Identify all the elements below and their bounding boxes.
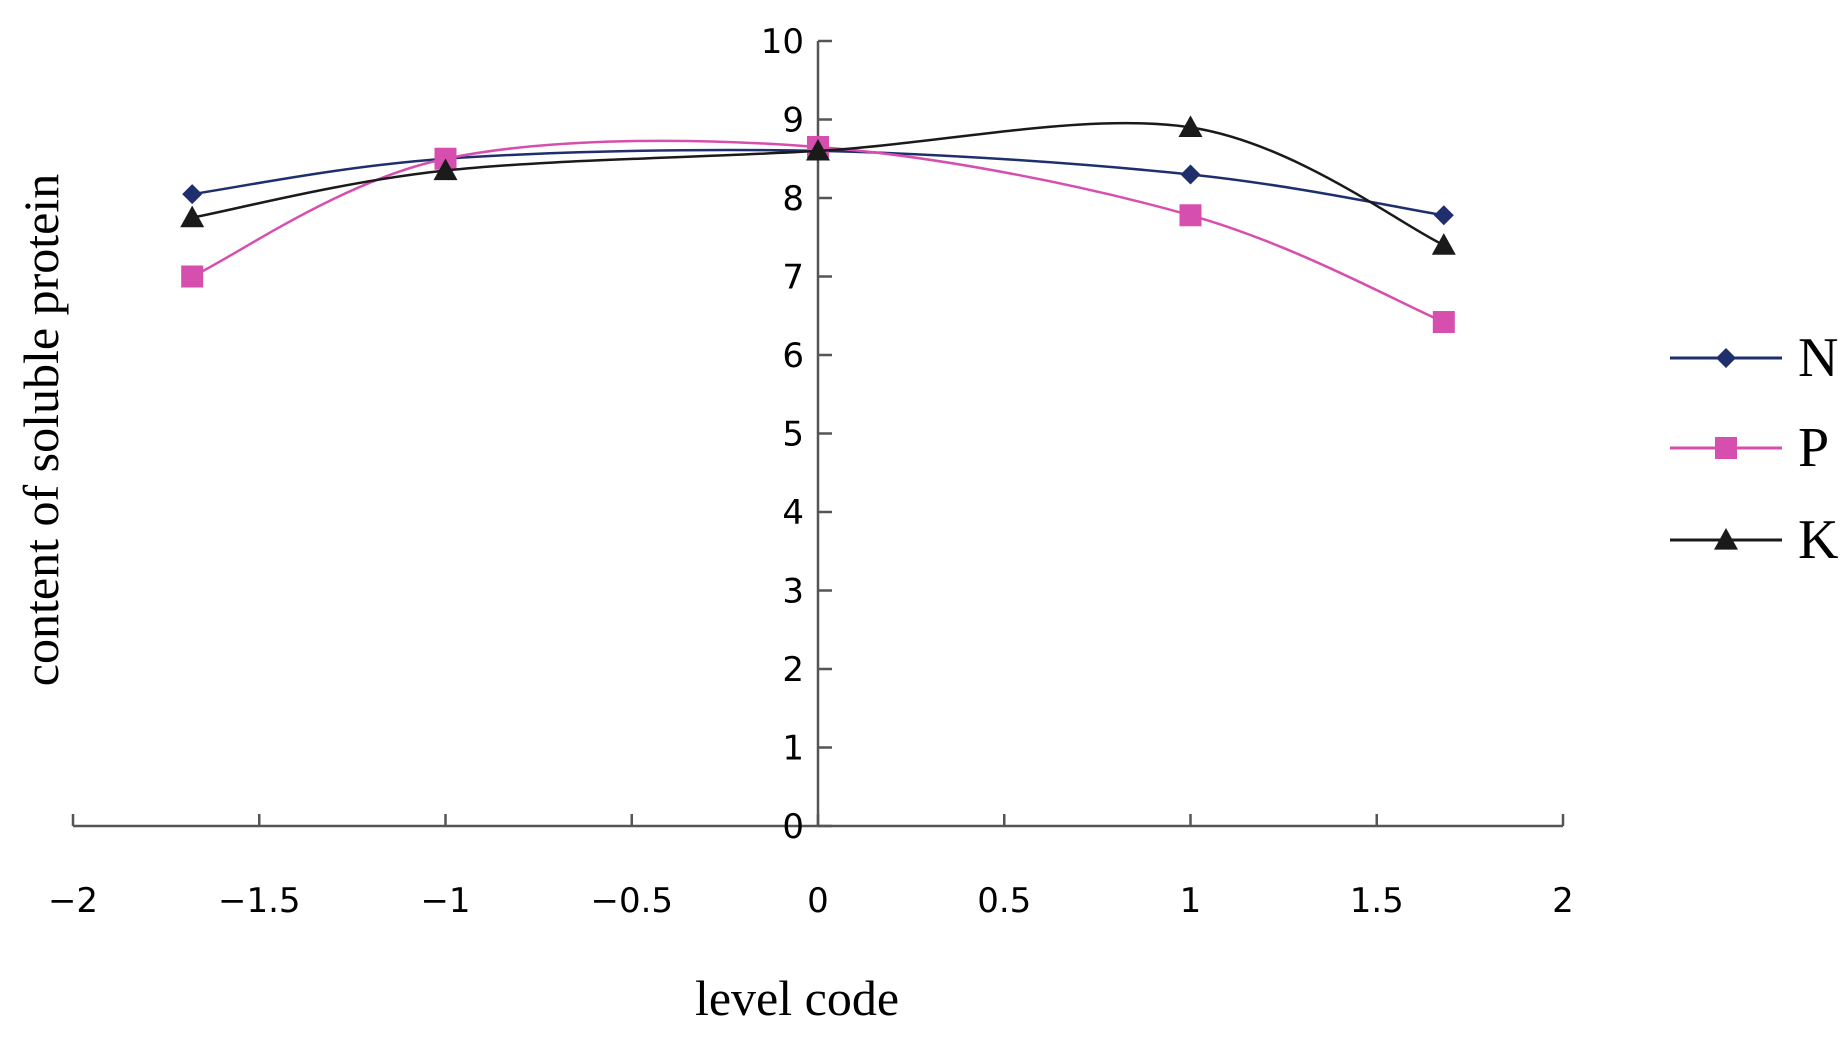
series-k — [180, 115, 1456, 255]
legend-item-k: K — [1670, 509, 1838, 571]
y-tick-label: 6 — [782, 336, 804, 376]
x-tick-label: 2 — [1552, 881, 1574, 921]
y-tick-label: 2 — [782, 650, 804, 690]
series-p-point — [1179, 204, 1202, 227]
series-n-point — [1180, 164, 1201, 185]
x-tick-label: 0 — [807, 881, 829, 921]
legend-label-p: P — [1798, 417, 1829, 479]
y-tick-label: 5 — [782, 415, 804, 455]
series-k-point — [1431, 233, 1456, 255]
legend-label-n: N — [1798, 327, 1838, 389]
series-k-point — [180, 205, 205, 228]
y-axis-title: content of soluble protein — [13, 174, 69, 686]
legend-item-p: P — [1670, 417, 1829, 479]
series-n-point — [182, 184, 203, 205]
series-p-point — [181, 265, 204, 288]
y-axis-ticks: 0 1 2 3 4 5 6 7 8 9 10 — [761, 22, 832, 847]
legend-marker-p — [1715, 437, 1737, 459]
legend-marker-n — [1716, 348, 1736, 368]
legend-marker-k — [1714, 528, 1738, 550]
y-tick-label: 1 — [782, 729, 804, 769]
legend-item-n: N — [1670, 327, 1838, 389]
x-tick-label: 1.5 — [1350, 881, 1404, 921]
series-k-point — [433, 158, 458, 181]
series-k-point — [1178, 115, 1203, 137]
x-tick-label: −1 — [420, 881, 470, 921]
x-tick-label: −0.5 — [590, 881, 673, 921]
y-tick-label: 7 — [782, 258, 804, 298]
legend-label-k: K — [1798, 509, 1838, 571]
y-tick-label: 0 — [782, 807, 804, 847]
y-tick-label: 10 — [761, 22, 804, 62]
y-tick-label: 4 — [782, 493, 804, 533]
y-tick-label: 3 — [782, 572, 804, 612]
series-layer — [180, 115, 1456, 334]
x-axis-title: level code — [695, 970, 899, 1026]
legend: NPK — [1670, 327, 1838, 571]
y-tick-label: 8 — [782, 179, 804, 219]
x-axis-ticks: −2 −1.5 −1 −0.5 0 0.5 1 1.5 2 — [48, 814, 1574, 921]
series-p-point — [1432, 311, 1455, 334]
series-k-point — [806, 138, 830, 161]
x-tick-label: −1.5 — [218, 881, 301, 921]
y-tick-label: 9 — [782, 101, 804, 141]
x-tick-label: −2 — [48, 881, 98, 921]
series-n-point — [1433, 205, 1454, 226]
x-tick-label: 0.5 — [977, 881, 1031, 921]
x-tick-label: 1 — [1180, 881, 1202, 921]
